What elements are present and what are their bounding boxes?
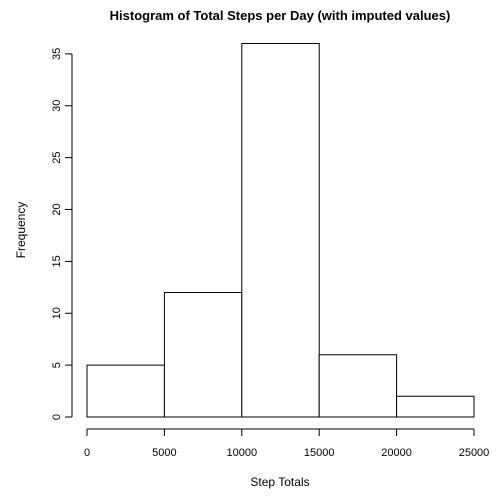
histogram-bar-2 <box>241 43 320 418</box>
x-tick-label: 5000 <box>152 447 176 459</box>
histogram-bar-4 <box>396 395 475 418</box>
y-tick-label: 20 <box>51 203 63 215</box>
chart-title: Histogram of Total Steps per Day (with i… <box>110 8 451 23</box>
x-tick-label: 15000 <box>304 447 335 459</box>
y-axis-label: Frequency <box>14 202 28 259</box>
histogram-bar-0 <box>86 364 165 418</box>
histogram-bar-3 <box>318 354 398 418</box>
y-tick-label: 25 <box>51 152 63 164</box>
y-tick-label: 30 <box>51 100 63 112</box>
x-axis-label: Step Totals <box>250 475 309 489</box>
y-tick-label: 35 <box>51 48 63 60</box>
x-tick-label: 0 <box>84 447 90 459</box>
bars-layer <box>86 43 475 418</box>
histogram-bar-1 <box>163 292 243 418</box>
x-tick-label: 20000 <box>381 447 412 459</box>
y-tick-label: 10 <box>51 307 63 319</box>
x-tick-label: 10000 <box>227 447 258 459</box>
y-tick-label: 15 <box>51 255 63 267</box>
x-tick-label: 25000 <box>459 447 490 459</box>
y-tick-label: 5 <box>51 362 63 368</box>
x-axis: 0 5000 10000 15000 20000 25000 <box>84 428 490 459</box>
y-tick-label: 0 <box>51 414 63 420</box>
y-axis: 0 5 10 15 20 25 30 35 <box>51 48 73 420</box>
